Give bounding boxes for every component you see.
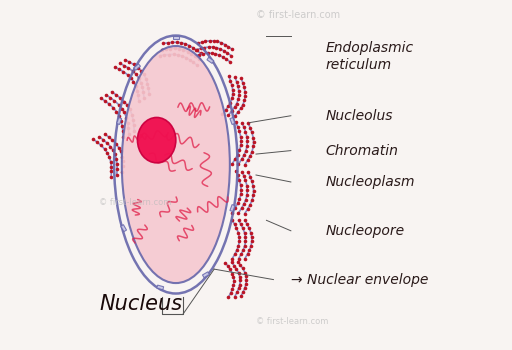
Polygon shape: [207, 57, 214, 63]
Text: Nucleus: Nucleus: [99, 294, 182, 314]
Text: © first-learn.com: © first-learn.com: [99, 198, 172, 208]
Text: Nucleopore: Nucleopore: [326, 224, 405, 238]
Polygon shape: [134, 64, 140, 70]
Polygon shape: [121, 225, 126, 232]
Polygon shape: [202, 272, 209, 278]
Ellipse shape: [138, 118, 176, 163]
Text: Endoplasmic
reticulum: Endoplasmic reticulum: [326, 41, 414, 71]
Polygon shape: [157, 285, 164, 290]
Text: → Nuclear envelope: → Nuclear envelope: [291, 273, 428, 287]
Text: Nucleolus: Nucleolus: [326, 109, 393, 123]
Polygon shape: [117, 118, 122, 125]
Polygon shape: [230, 118, 235, 125]
Polygon shape: [173, 36, 179, 39]
Text: Nucleoplasm: Nucleoplasm: [326, 175, 415, 189]
Ellipse shape: [122, 46, 230, 283]
Polygon shape: [230, 205, 235, 211]
Text: © first-learn.com: © first-learn.com: [256, 317, 328, 326]
Text: Chromatin: Chromatin: [326, 144, 399, 158]
Text: © first-learn.com: © first-learn.com: [256, 10, 340, 20]
